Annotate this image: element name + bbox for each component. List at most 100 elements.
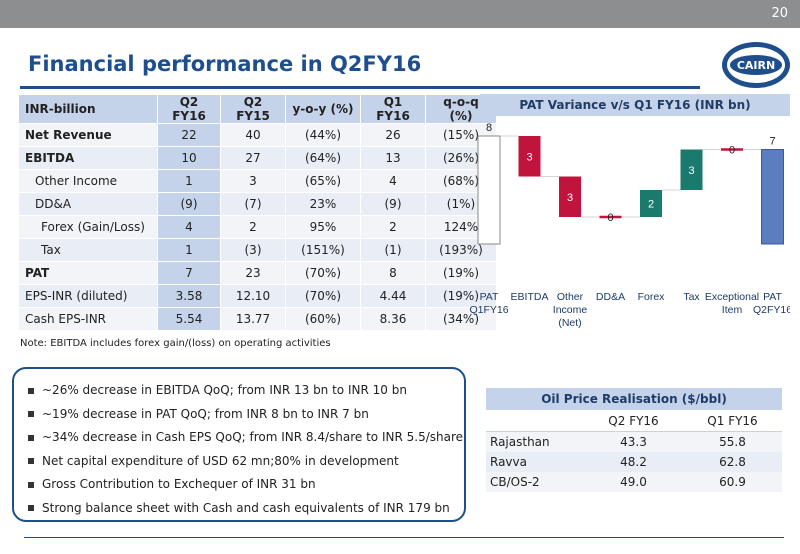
bar-value-label: 3 <box>688 165 694 177</box>
table-cell: (9) <box>360 192 426 216</box>
table-row: PAT 7 23 (70%) 8 (19%) <box>18 261 497 285</box>
col-header: Q2 FY16 <box>157 94 221 124</box>
table-row: DD&A (9) (7) 23% (9) (1%) <box>18 192 497 216</box>
waterfall-bar <box>761 149 784 245</box>
bar-value-label: 0 <box>607 212 613 224</box>
oil-row-label: Ravva <box>490 455 527 469</box>
category-label: Forex <box>638 291 666 303</box>
row-label: EBITDA <box>18 146 158 170</box>
table-row: Cash EPS-INR 5.54 13.77 (60%) 8.36 (34%) <box>18 307 497 331</box>
bullet-item: ~26% decrease in EBITDA QoQ; from INR 13… <box>28 379 454 403</box>
table-cell: 3.58 <box>157 284 221 308</box>
col-header: y-o-y (%) <box>285 94 361 124</box>
col-header: INR-billion <box>18 94 158 124</box>
table-cell: 2 <box>360 215 426 239</box>
oil-row: Ravva 48.2 62.8 <box>486 452 782 472</box>
bar-value-label: 7 <box>769 136 775 148</box>
category-label: Exceptional Item <box>705 291 759 316</box>
row-label: Net Revenue <box>18 123 158 147</box>
row-label: DD&A <box>18 192 158 216</box>
table-cell: 13.77 <box>220 307 286 331</box>
table-cell: (64%) <box>285 146 361 170</box>
table-cell: 4 <box>360 169 426 193</box>
category-label: PAT Q1FY16 <box>470 291 509 316</box>
page-title: Financial performance in Q2FY16 <box>28 52 422 76</box>
oil-row: Rajasthan 43.3 55.8 <box>486 431 782 452</box>
cairn-logo: CAIRN <box>722 42 790 88</box>
table-cell: 22 <box>157 123 221 147</box>
bar-value-label: 8 <box>486 122 492 134</box>
row-label: Cash EPS-INR <box>18 307 158 331</box>
row-label: EPS-INR (diluted) <box>18 284 158 308</box>
oil-col-header: Q1 FY16 <box>683 411 782 432</box>
oil-cell: 43.3 <box>620 435 647 449</box>
oil-cell: 62.8 <box>719 455 746 469</box>
table-cell: 1 <box>157 238 221 262</box>
table-cell: (3) <box>220 238 286 262</box>
page-number: 20 <box>771 6 788 21</box>
table-row: EPS-INR (diluted) 3.58 12.10 (70%) 4.44 (19%) <box>18 284 497 308</box>
table-cell: 95% <box>285 215 361 239</box>
bullet-square-icon <box>28 434 34 441</box>
table-cell: 12.10 <box>220 284 286 308</box>
table-cell: 40 <box>220 123 286 147</box>
waterfall-bar <box>680 149 703 190</box>
table-cell: 3 <box>220 169 286 193</box>
category-label: PAT Q2FY16 <box>753 291 790 316</box>
logo-text: CAIRN <box>737 59 775 72</box>
table-row: Other Income 1 3 (65%) 4 (68%) <box>18 169 497 193</box>
row-label: Tax <box>18 238 158 262</box>
table-cell: 4.44 <box>360 284 426 308</box>
table-cell: 8.36 <box>360 307 426 331</box>
bar-value-label: 3 <box>526 151 532 163</box>
table-cell: (151%) <box>285 238 361 262</box>
table-cell: (1) <box>360 238 426 262</box>
bullet-item: Strong balance sheet with Cash and cash … <box>28 497 454 521</box>
category-label: Other Income (Net) <box>553 291 588 328</box>
table-cell: 13 <box>360 146 426 170</box>
table-cell: (70%) <box>285 261 361 285</box>
table-cell: 5.54 <box>157 307 221 331</box>
bar-value-label: 0 <box>729 145 735 157</box>
top-bar: 20 <box>0 0 800 28</box>
bar-value-label: 3 <box>567 192 573 204</box>
table-cell: 8 <box>360 261 426 285</box>
table-row: Forex (Gain/Loss) 4 2 95% 2 124% <box>18 215 497 239</box>
table-cell: (34%) <box>425 307 497 331</box>
row-label: PAT <box>18 261 158 285</box>
bullet-square-icon <box>28 481 34 488</box>
table-cell: 4 <box>157 215 221 239</box>
title-underline <box>20 86 700 89</box>
bullet-item: Gross Contribution to Exchequer of INR 3… <box>28 473 454 497</box>
bullet-square-icon <box>28 458 34 464</box>
waterfall-bar <box>559 176 581 217</box>
table-row: EBITDA 10 27 (64%) 13 (26%) <box>18 146 497 170</box>
oil-table-title: Oil Price Realisation ($/bbl) <box>486 388 782 410</box>
waterfall-bar <box>518 136 541 177</box>
bullet-item: Net capital expenditure of USD 62 mn;80%… <box>28 450 454 474</box>
oil-row-label: CB/OS-2 <box>490 475 540 489</box>
bullet-item: ~34% decrease in Cash EPS QoQ; from INR … <box>28 426 463 450</box>
table-cell: (193%) <box>425 238 497 262</box>
table-header-row: INR-billion Q2 FY16 Q2 FY15 y-o-y (%) Q1… <box>18 94 497 124</box>
bottom-divider <box>24 537 784 538</box>
category-label: DD&A <box>596 291 625 303</box>
financial-table: INR-billion Q2 FY16 Q2 FY15 y-o-y (%) Q1… <box>18 94 497 331</box>
oil-row: CB/OS-2 49.0 60.9 <box>486 472 782 492</box>
table-cell: (65%) <box>285 169 361 193</box>
highlights-box: ~26% decrease in EBITDA QoQ; from INR 13… <box>12 367 466 522</box>
row-label: Other Income <box>18 169 158 193</box>
waterfall-bar <box>477 135 501 245</box>
table-cell: 1 <box>157 169 221 193</box>
waterfall-bar <box>640 190 662 217</box>
table-cell: 23 <box>220 261 286 285</box>
col-header: Q2 FY15 <box>220 94 286 124</box>
category-label: EBITDA <box>511 291 549 303</box>
bullet-square-icon <box>28 411 34 417</box>
chart-title: PAT Variance v/s Q1 FY16 (INR bn) <box>480 94 790 116</box>
table-cell: (19%) <box>425 284 497 308</box>
table-cell: 23% <box>285 192 361 216</box>
table-cell: 7 <box>157 261 221 285</box>
oil-col-header <box>486 411 584 432</box>
